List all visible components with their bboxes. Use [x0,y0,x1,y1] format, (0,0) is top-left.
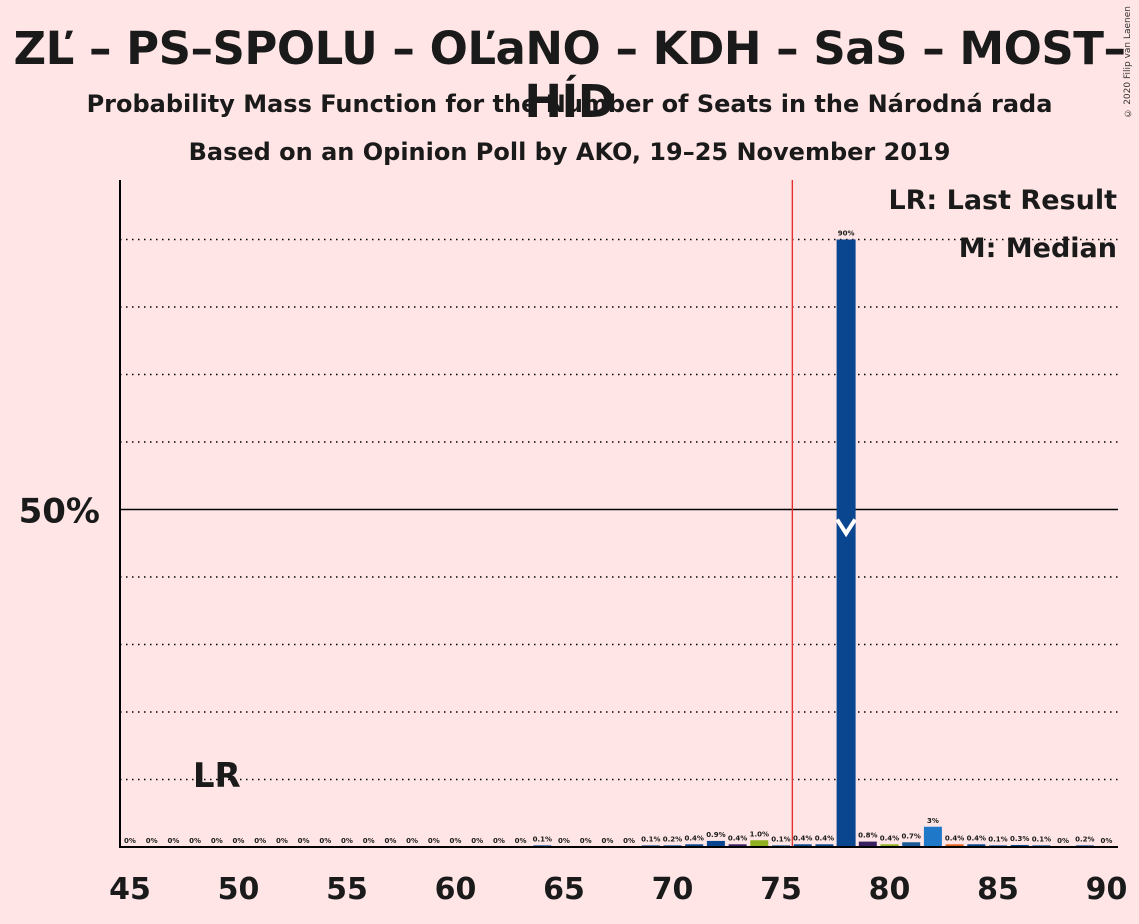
bar-seat-72 [706,840,725,847]
bar-label-seat-64: 0.1% [533,835,552,843]
gridlines [120,238,1118,781]
x-tick-label: 75 [760,872,802,907]
bar-label-seat-69: 0.1% [641,835,660,843]
bar-label-seat-65: 0% [558,837,570,845]
bar-label-seat-49: 0% [211,837,223,845]
bar-label-seat-87: 0.1% [1032,835,1051,843]
bar-seat-82 [923,826,942,847]
bar-label-seat-55: 0% [341,837,353,845]
bar-seat-78 [836,239,856,847]
bar-seat-71 [685,844,704,847]
bar-label-seat-71: 0.4% [684,834,703,842]
bar-labels: 0% 0% 0% 0% 0% 0% 0% 0% 0% 0% 0% 0% 0% 0% 0% 0% 0% 0% 0% 0.… [124,230,1112,846]
last-result-label: LR [193,756,241,796]
bar-label-seat-68: 0% [623,837,635,845]
x-tick-label: 70 [652,872,694,907]
bar-seat-73 [728,844,747,847]
bar-label-seat-90: 0% [1101,837,1113,845]
bar-seat-86 [1010,844,1029,847]
bar-label-seat-59: 0% [428,837,440,845]
bar-seat-74 [750,840,769,847]
bar-label-seat-85: 0.1% [988,835,1007,843]
bar-seat-77 [815,844,834,847]
bar-label-seat-75: 0.1% [771,835,790,843]
bar-label-seat-48: 0% [189,837,201,845]
bar-label-seat-70: 0.2% [663,835,682,843]
bar-label-seat-66: 0% [580,837,592,845]
axes: 50% 45 50 55 60 65 70 75 80 85 90 [19,180,1128,907]
x-tick-label: 50 [218,872,260,907]
bar-seat-79 [858,841,877,847]
x-tick-label: 85 [977,872,1019,907]
bar-label-seat-46: 0% [146,837,158,845]
bar-seat-83 [945,844,964,847]
bar-label-seat-50: 0% [233,837,245,845]
x-tick-label: 65 [543,872,585,907]
bar-label-seat-58: 0% [406,837,418,845]
bar-label-seat-62: 0% [493,837,505,845]
legend-median: M: Median [959,233,1117,264]
bar-label-seat-57: 0% [384,837,396,845]
x-tick-label: 90 [1086,872,1128,907]
bar-label-seat-74: 1.0% [750,830,769,838]
x-tick-label: 55 [326,872,368,907]
bar-seat-81 [902,842,921,847]
bar-label-seat-84: 0.4% [967,834,986,842]
bar-label-seat-72: 0.9% [706,831,725,839]
bar-label-seat-61: 0% [471,837,483,845]
bar-label-seat-79: 0.8% [858,832,877,840]
bar-label-seat-47: 0% [167,837,179,845]
overlay: LR LR: Last Result M: Median [193,180,1117,847]
bar-label-seat-60: 0% [450,837,462,845]
bar-label-seat-78: 90% [838,230,855,238]
bar-label-seat-83: 0.4% [945,834,964,842]
bar-seat-80 [880,844,899,847]
bar-label-seat-82: 3% [927,817,939,825]
bar-label-seat-89: 0.2% [1075,835,1094,843]
bar-label-seat-56: 0% [363,837,375,845]
bar-label-seat-73: 0.4% [728,834,747,842]
x-tick-label: 60 [435,872,477,907]
y-label-50: 50% [19,492,100,532]
chart-subtitle: Probability Mass Function for the Number… [86,90,1053,118]
bar-label-seat-80: 0.4% [880,834,899,842]
bar-label-seat-67: 0% [601,837,613,845]
bar-seat-76 [793,844,812,847]
x-tick-label: 80 [869,872,911,907]
bars [533,239,1094,847]
chart-title: ZĽ – PS–SPOLU – OĽaNO – KDH – SaS – MOST… [13,22,1126,128]
bar-label-seat-54: 0% [319,837,331,845]
bar-seat-84 [967,844,986,847]
bar-label-seat-77: 0.4% [815,834,834,842]
bar-label-seat-88: 0% [1057,837,1069,845]
bar-label-seat-63: 0% [515,837,527,845]
bar-label-seat-52: 0% [276,837,288,845]
bar-label-seat-81: 0.7% [901,832,920,840]
bar-label-seat-86: 0.3% [1010,835,1029,843]
legend-last-result: LR: Last Result [888,185,1117,216]
x-tick-label: 45 [109,872,151,907]
bar-label-seat-53: 0% [298,837,310,845]
bar-label-seat-76: 0.4% [793,834,812,842]
chart-source: Based on an Opinion Poll by AKO, 19–25 N… [188,138,951,166]
bar-label-seat-45: 0% [124,837,136,845]
bar-label-seat-51: 0% [254,837,266,845]
median-marker [835,518,857,538]
